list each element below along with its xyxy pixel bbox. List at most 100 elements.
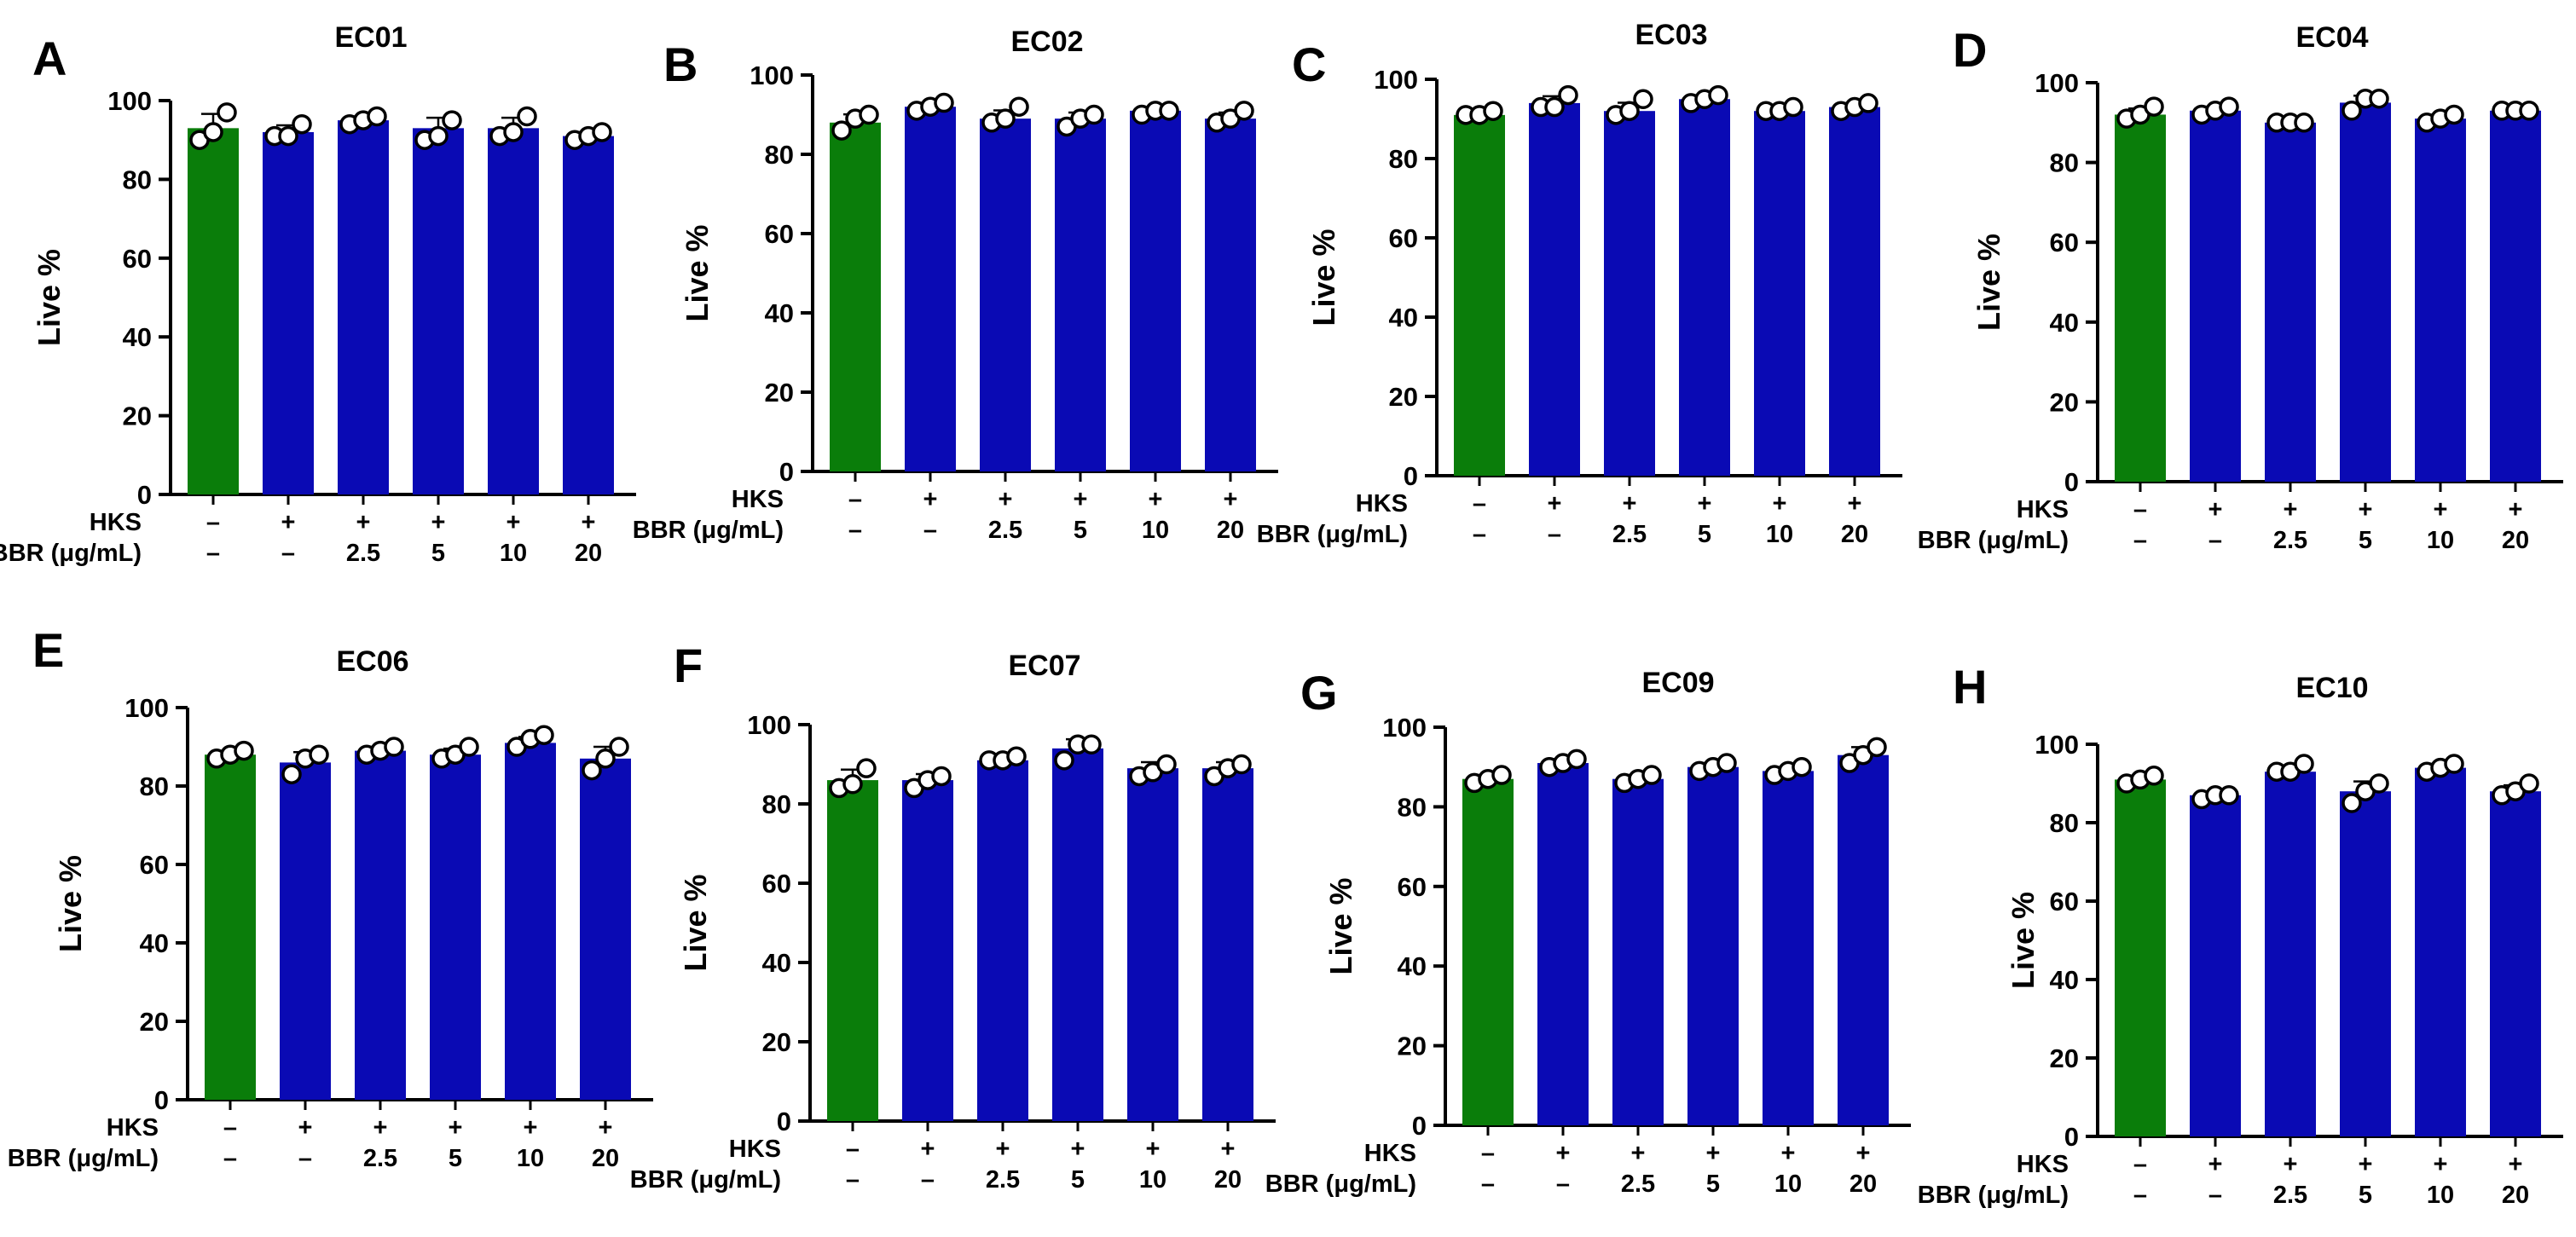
bar	[1454, 114, 1505, 476]
y-tick-label: 80	[765, 140, 794, 170]
bar	[2190, 110, 2241, 482]
bbr-condition-label: 20	[1850, 1171, 1877, 1198]
y-tick-label: 100	[750, 61, 794, 90]
y-tick-label: 60	[140, 850, 169, 880]
bar	[905, 107, 956, 471]
bbr-condition-label: 5	[449, 1145, 462, 1172]
y-tick-label: 0	[777, 1107, 791, 1136]
y-tick-label: 60	[2050, 887, 2079, 916]
hks-row-label: HKS	[2017, 496, 2069, 523]
bbr-condition-label: 20	[1217, 517, 1244, 544]
data-point	[1006, 746, 1027, 766]
bbr-condition-label: 20	[1841, 521, 1868, 548]
y-tick-label: 100	[107, 86, 152, 116]
bbr-condition-label: 5	[431, 540, 445, 567]
data-point	[1708, 84, 1728, 106]
bar	[263, 131, 314, 494]
bbr-row-label: BBR (μg/mL)	[1918, 1182, 2069, 1209]
bar	[2115, 114, 2166, 482]
y-tick-label: 40	[1389, 303, 1418, 332]
data-point	[384, 737, 404, 757]
bar	[580, 758, 631, 1100]
hks-condition-label: –	[206, 509, 220, 536]
hks-condition-label: +	[2434, 496, 2448, 523]
hks-condition-label: +	[1146, 1136, 1161, 1163]
data-point	[842, 774, 863, 795]
bbr-condition-label: –	[2133, 1182, 2147, 1209]
y-tick-label: 40	[2050, 308, 2079, 338]
bbr-condition-label: –	[848, 517, 862, 544]
data-point	[2369, 88, 2389, 109]
y-tick-label: 0	[2064, 1122, 2079, 1152]
bbr-condition-label: –	[921, 1166, 935, 1194]
hks-condition-label: +	[2359, 496, 2373, 523]
y-tick-label: 80	[1398, 792, 1427, 822]
data-point	[995, 108, 1016, 129]
bar	[2115, 779, 2166, 1136]
panel-letter: E	[32, 623, 64, 677]
y-tick-label: 0	[1404, 461, 1418, 491]
bbr-condition-label: 5	[1706, 1171, 1720, 1198]
data-point	[234, 740, 254, 761]
bbr-condition-label: 10	[1766, 521, 1793, 548]
bbr-condition-label: 10	[2427, 527, 2454, 554]
y-tick-label: 80	[2050, 808, 2079, 838]
data-point	[517, 106, 537, 127]
data-point	[1558, 84, 1578, 106]
bbr-condition-label: 10	[2427, 1182, 2454, 1209]
hks-condition-label: +	[298, 1114, 313, 1142]
data-point	[1159, 101, 1179, 121]
data-point	[2219, 96, 2239, 117]
bbr-row-label: BBR (μg/mL)	[8, 1145, 159, 1172]
hks-condition-label: +	[1706, 1140, 1721, 1167]
hks-row-label: HKS	[1364, 1140, 1416, 1167]
bbr-condition-label: 5	[2359, 527, 2372, 554]
data-point	[1231, 754, 1252, 775]
hks-condition-label: +	[507, 509, 521, 536]
bbr-condition-label: 20	[592, 1145, 619, 1172]
hks-condition-label: +	[2208, 496, 2223, 523]
bbr-condition-label: –	[2133, 527, 2147, 554]
y-axis-label: Live %	[53, 855, 88, 952]
y-tick-label: 0	[137, 480, 152, 510]
data-point	[1483, 101, 1503, 121]
bar	[980, 118, 1031, 471]
bbr-row-label: BBR (μg/mL)	[1918, 527, 2069, 554]
bbr-condition-label: 5	[1074, 517, 1087, 544]
hks-condition-label: +	[2284, 1151, 2298, 1178]
bar	[1838, 754, 1889, 1125]
data-point	[582, 760, 602, 781]
panel-h: H EC10 Live % 0 20 40 60 80 100 – – + – +2.5 +5 +10 +20 H…	[1918, 660, 2563, 1209]
panel-a: A EC01 Live % 0 20 40 60 80 100 – – + – +2.5 +5 +10 +20 H…	[0, 21, 636, 567]
data-point	[2294, 754, 2314, 774]
data-point	[1544, 96, 1565, 118]
bar	[563, 136, 614, 494]
hks-condition-label: +	[1623, 490, 1637, 517]
data-point	[459, 737, 479, 757]
y-tick-label: 20	[123, 402, 152, 431]
bbr-condition-label: 2.5	[363, 1145, 397, 1172]
bbr-condition-label: 20	[575, 540, 602, 567]
bbr-condition-label: 2.5	[988, 517, 1022, 544]
hks-condition-label: –	[848, 486, 862, 513]
hks-condition-label: +	[999, 486, 1013, 513]
hks-condition-label: +	[431, 509, 446, 536]
bbr-condition-label: 2.5	[2273, 1182, 2307, 1209]
y-tick-label: 0	[2064, 467, 2079, 497]
data-point	[1867, 737, 1887, 758]
bbr-row-label: BBR (μg/mL)	[1265, 1171, 1416, 1198]
y-axis-label: Live %	[1971, 234, 2006, 331]
data-point	[831, 120, 852, 141]
data-point	[2444, 104, 2464, 125]
y-tick-label: 20	[1398, 1032, 1427, 1061]
hks-condition-label: +	[2434, 1151, 2448, 1178]
bbr-condition-label: 20	[1214, 1166, 1242, 1194]
y-tick-label: 20	[2050, 387, 2079, 417]
y-tick-label: 60	[765, 219, 794, 249]
data-point	[2342, 793, 2362, 813]
bar	[505, 743, 556, 1100]
hks-condition-label: –	[2133, 1151, 2147, 1178]
y-tick-label: 20	[1389, 382, 1418, 412]
hks-condition-label: +	[1149, 486, 1163, 513]
bar	[1537, 763, 1589, 1125]
